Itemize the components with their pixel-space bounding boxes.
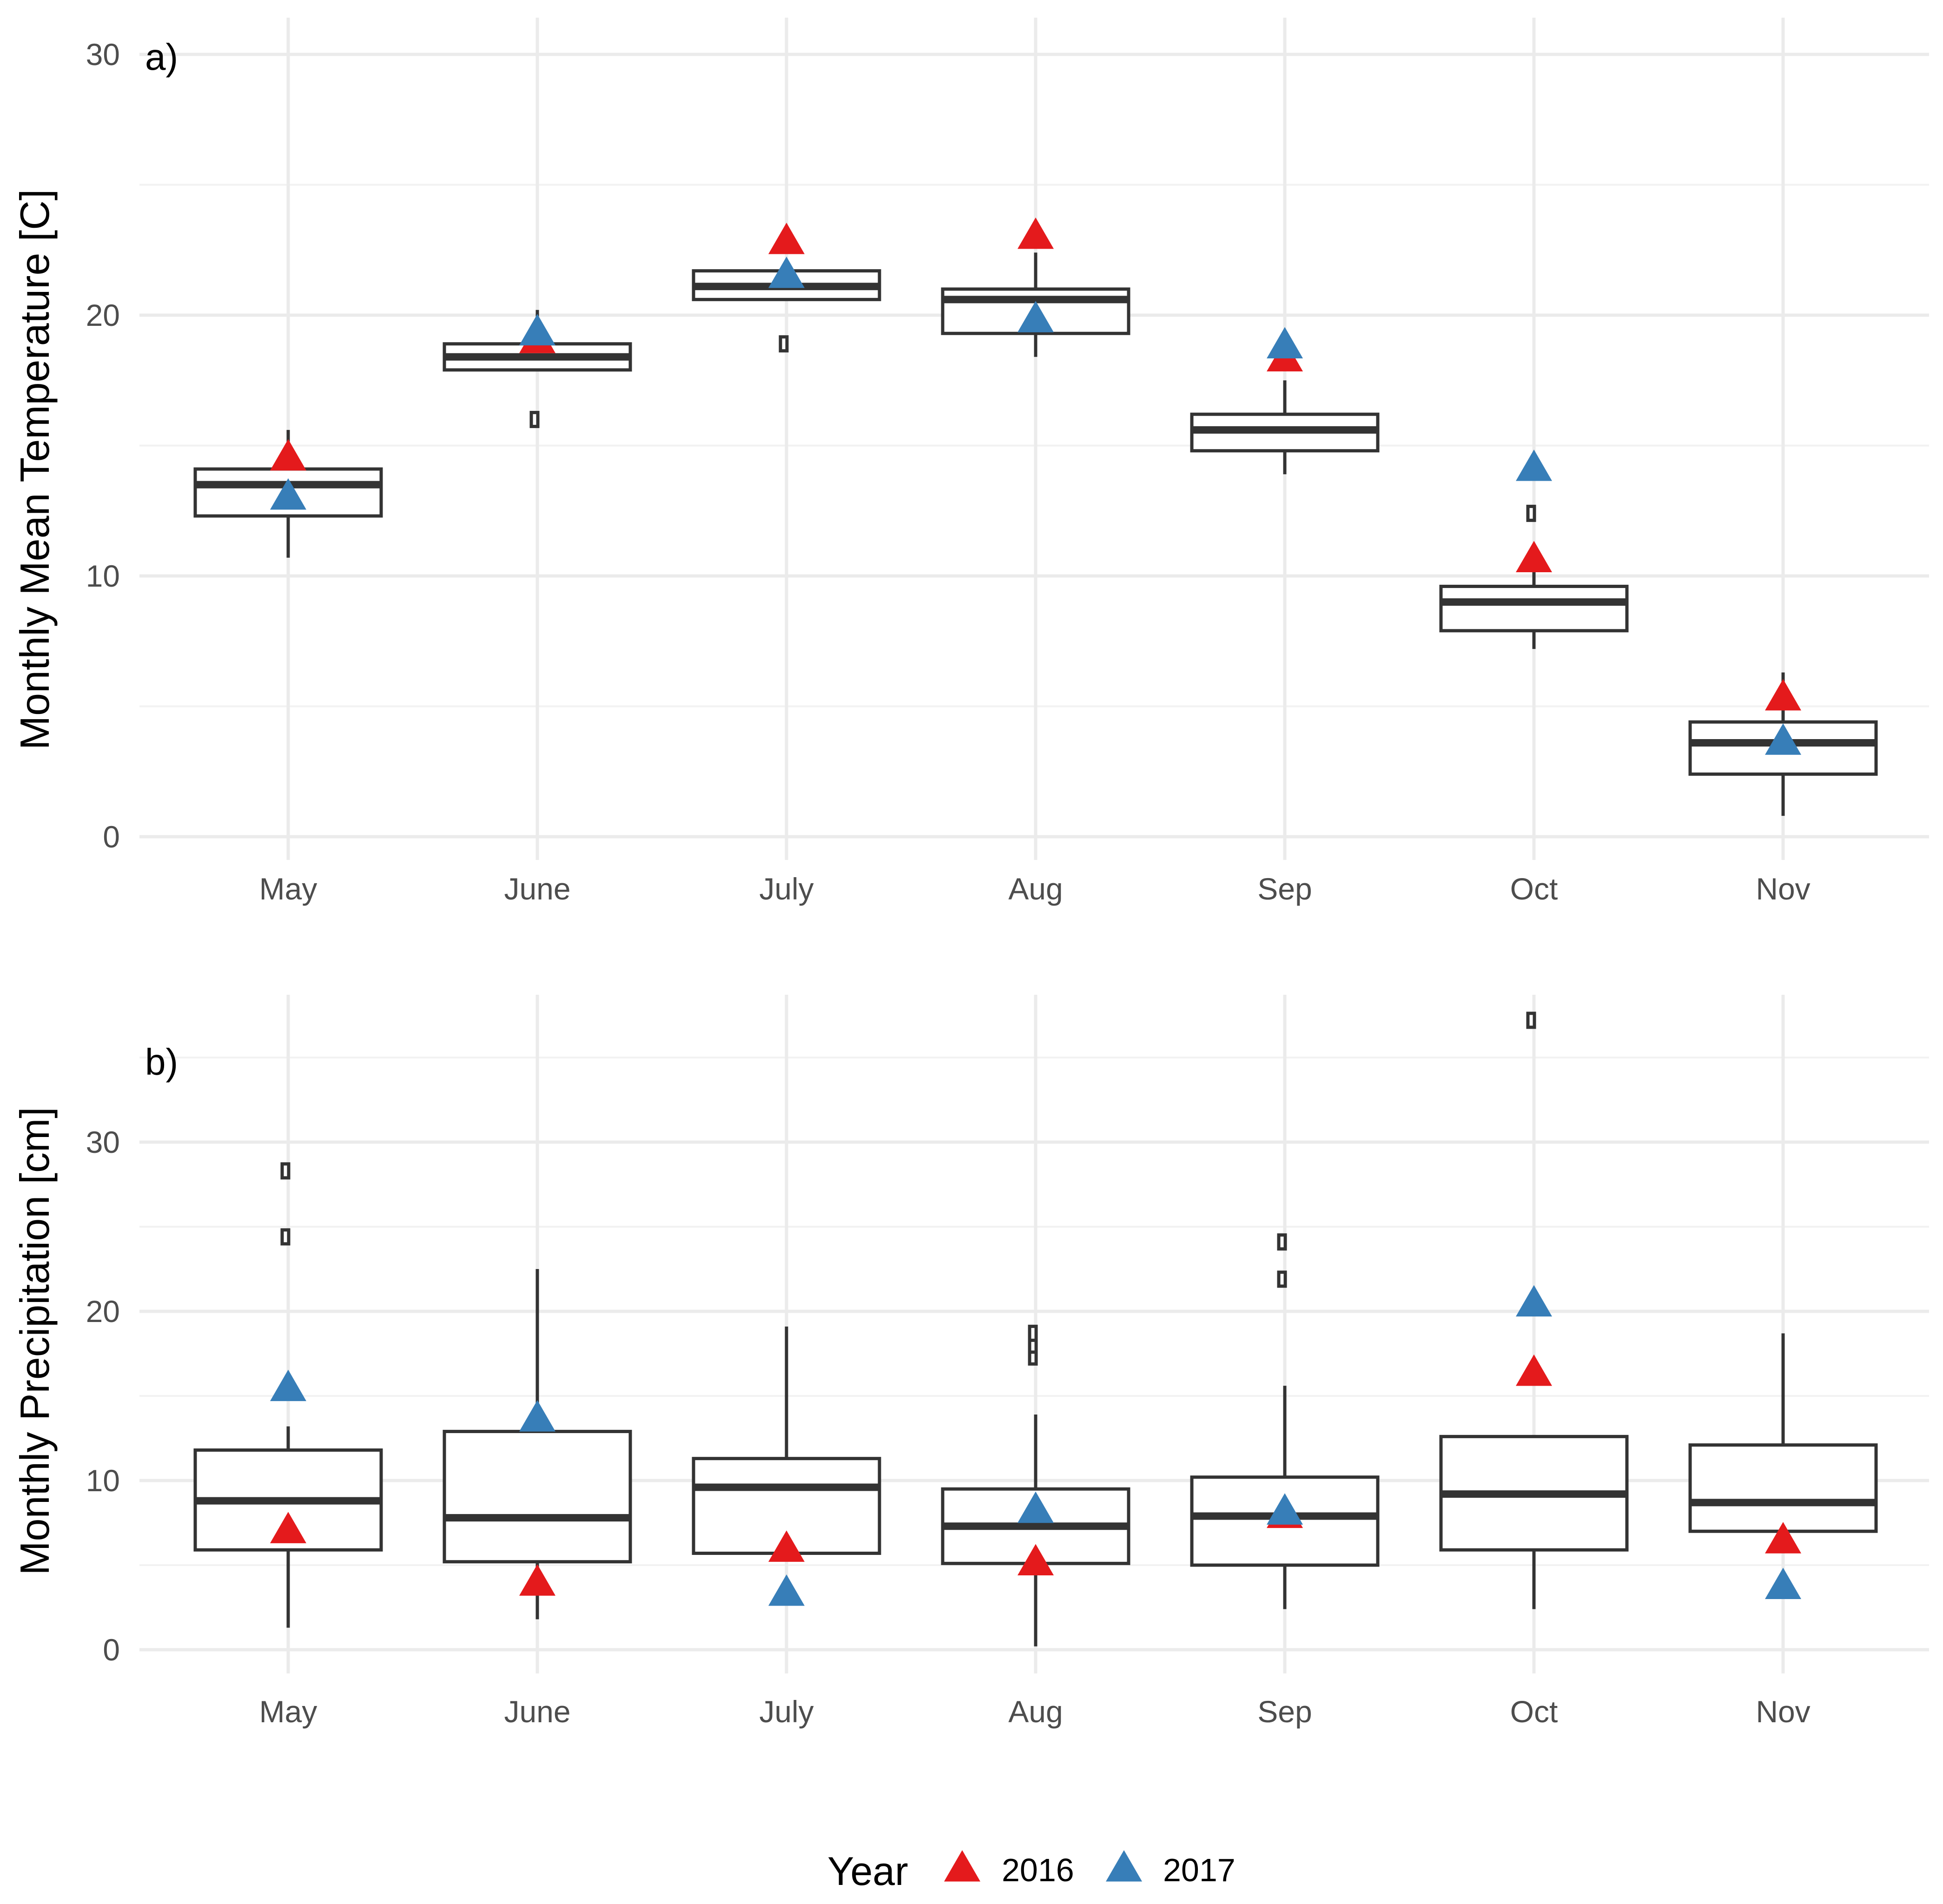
outlier-point	[1277, 1270, 1287, 1288]
marker-2016-oct	[1516, 1354, 1552, 1386]
marker-2016-oct	[1516, 541, 1552, 573]
marker-2017-sep	[1267, 1493, 1303, 1525]
boxplot-july	[692, 1326, 881, 1555]
x-tick-label: Nov	[1756, 1694, 1810, 1729]
marker-2017-june	[519, 1400, 555, 1432]
marker-2016-july	[768, 223, 805, 254]
y-tick-label: 30	[86, 1125, 120, 1159]
marker-2017-june	[519, 314, 555, 345]
legend-label-2017: 2017	[1163, 1852, 1236, 1888]
marker-2016-july	[768, 1530, 805, 1562]
marker-2016-aug	[1018, 217, 1054, 249]
x-tick-label: Oct	[1510, 872, 1558, 906]
x-tick-label: May	[259, 872, 317, 906]
marker-2017-nov	[1765, 723, 1801, 755]
x-tick-label: Sep	[1257, 872, 1312, 906]
x-tick-label: Aug	[1008, 1694, 1063, 1729]
boxplot-nov	[1688, 1333, 1878, 1533]
y-tick-label: 20	[86, 1294, 120, 1329]
legend-label-2016: 2016	[1002, 1852, 1074, 1888]
marker-2017-july	[768, 256, 805, 288]
marker-2017-aug	[1018, 301, 1054, 332]
y-tick-label: 0	[103, 1633, 120, 1667]
boxplot-oct	[1439, 1012, 1629, 1609]
x-tick-label: June	[504, 872, 570, 906]
x-tick-label: June	[504, 1694, 570, 1729]
y-tick-label: 20	[86, 298, 120, 332]
marker-2016-nov	[1765, 679, 1801, 711]
marker-2016-aug	[1018, 1544, 1054, 1576]
marker-2017-aug	[1018, 1491, 1054, 1523]
outlier-point	[779, 335, 789, 353]
legend: Year 2016 2017	[827, 1849, 1236, 1894]
x-tick-label: Oct	[1510, 1694, 1558, 1729]
marker-2017-oct	[1516, 1285, 1552, 1317]
x-tick-label: May	[259, 1694, 317, 1729]
panel-temperature: 0 10 20 30 May June July Aug Sep Oct Nov Monthly Me…	[12, 18, 1929, 906]
x-tick-label: Sep	[1257, 1694, 1312, 1729]
y-tick-label: 30	[86, 37, 120, 72]
outlier-point	[1028, 1324, 1038, 1342]
marker-2016-may	[270, 1512, 306, 1543]
marker-2016-june	[519, 1564, 555, 1596]
outlier-point	[1526, 504, 1536, 522]
marker-2017-oct	[1516, 450, 1552, 481]
legend-title: Year	[827, 1849, 908, 1894]
box	[1688, 1443, 1878, 1533]
marker-2017-may	[270, 1369, 306, 1402]
boxplot-oct	[1439, 504, 1629, 649]
outlier-point	[280, 1162, 291, 1180]
marker-2017-nov	[1765, 1567, 1801, 1599]
box	[1439, 584, 1629, 633]
y-tick-label: 10	[86, 559, 120, 593]
x-tick-label: July	[759, 872, 813, 906]
y-axis-title: Monthly Precipitation [cm]	[12, 1107, 58, 1575]
y-axis-title: Monthly Mean Temperature [C]	[12, 189, 58, 750]
box	[443, 1429, 632, 1564]
x-tick-label: Aug	[1008, 872, 1063, 906]
y-tick-label: 0	[103, 820, 120, 854]
panel-label: a)	[145, 36, 178, 78]
outlier-point	[529, 410, 540, 428]
boxplot-sep	[1190, 380, 1380, 475]
marker-2017-may	[270, 478, 306, 510]
y-tick-label: 10	[86, 1463, 120, 1498]
panel-precipitation: 0 10 20 30 May June July Aug Sep Oct Nov Monthly Pr…	[12, 995, 1929, 1729]
panel-label: b)	[145, 1041, 178, 1083]
marker-2016-nov	[1765, 1522, 1801, 1554]
marker-2017-sep	[1267, 327, 1303, 358]
marker-2017-july	[768, 1574, 805, 1606]
outlier-point	[1277, 1233, 1287, 1251]
marker-2016-may	[270, 439, 306, 471]
legend-marker-2017	[1106, 1850, 1142, 1882]
outlier-point	[280, 1228, 291, 1246]
legend-marker-2016	[944, 1850, 980, 1882]
boxplot-june	[443, 1269, 632, 1620]
x-tick-label: July	[759, 1694, 813, 1729]
x-tick-label: Nov	[1756, 872, 1810, 906]
outlier-point	[1526, 1012, 1536, 1029]
